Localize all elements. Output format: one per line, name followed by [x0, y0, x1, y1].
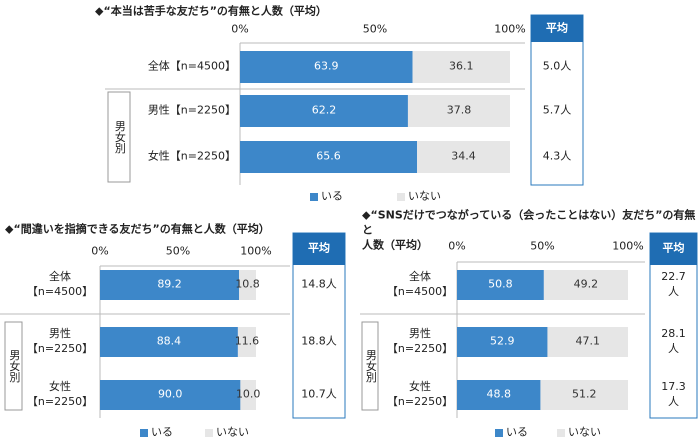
value-label: 48.8	[486, 387, 511, 401]
bar-segment	[407, 95, 510, 127]
bar-segment	[457, 270, 544, 300]
value-label: 62.2	[311, 103, 337, 117]
value-label: 50.8	[488, 277, 513, 291]
average-value: 5.7人	[542, 103, 572, 117]
category-label: 男性 【n=2250】	[26, 327, 94, 355]
value-label: 10.8	[235, 277, 260, 291]
x-tick-label: 50%	[362, 22, 388, 36]
category-label: 男性 【n=2250】	[386, 327, 454, 355]
legend-label: いない	[216, 425, 249, 439]
chart-title: ◆“SNSだけでつながっている（会ったことはない）友だち”の有無と 人数（平均）	[362, 208, 696, 252]
legend-swatch	[495, 429, 503, 437]
average-header: 平均	[308, 241, 330, 255]
value-label: 34.4	[451, 149, 476, 163]
bar-segment	[100, 380, 241, 410]
legend-swatch	[205, 429, 213, 437]
bar-segment	[239, 270, 256, 300]
x-tick-label: 0%	[448, 239, 466, 253]
bar-segment	[240, 51, 413, 83]
bar-segment	[240, 141, 418, 173]
x-tick-label: 100%	[612, 239, 644, 253]
value-label: 52.9	[489, 334, 515, 348]
legend-label: いない	[408, 189, 441, 203]
bar-segment	[237, 327, 256, 357]
average-header-bg	[650, 233, 697, 265]
legend-swatch	[140, 429, 148, 437]
x-tick-label: 100%	[240, 244, 272, 258]
bar-segment	[540, 380, 628, 410]
average-value: 4.3人	[542, 149, 572, 163]
value-label: 65.6	[316, 149, 341, 163]
legend-label: いる	[321, 189, 343, 203]
group-label: 男女別	[7, 349, 21, 383]
x-tick-label: 100%	[494, 22, 526, 36]
average-value: 10.7人	[301, 387, 337, 401]
value-label: 47.1	[575, 334, 600, 348]
group-box	[4, 321, 23, 411]
category-label: 全体 【n=4500】	[386, 270, 454, 298]
bar-segment	[457, 327, 548, 357]
bar-segment	[100, 327, 238, 357]
category-label: 男性【n=2250】	[147, 103, 236, 117]
value-label: 37.8	[446, 103, 472, 117]
average-value: 28.1人	[661, 327, 686, 355]
legend-swatch	[310, 193, 318, 201]
average-value: 14.8人	[301, 277, 337, 291]
value-label: 49.2	[573, 277, 599, 291]
bar-segment	[417, 141, 510, 173]
value-label: 90.0	[157, 387, 183, 401]
group-box	[361, 321, 379, 411]
legend-label: いる	[151, 425, 173, 439]
bar-segment	[543, 270, 628, 300]
average-value: 5.0人	[542, 59, 572, 73]
category-label: 女性 【n=2250】	[386, 380, 454, 408]
bar-segment	[547, 327, 628, 357]
average-header: 平均	[662, 241, 685, 255]
value-label: 36.1	[449, 59, 474, 73]
legend-label: いない	[568, 425, 601, 439]
bar-segment	[240, 95, 408, 127]
legend-label: いる	[506, 425, 528, 439]
category-label: 全体【n=4500】	[147, 59, 236, 73]
value-label: 10.0	[235, 387, 261, 401]
group-label: 男女別	[364, 349, 378, 383]
bar-segment	[240, 380, 256, 410]
legend-swatch	[397, 193, 405, 201]
average-value: 17.3人	[661, 380, 686, 408]
average-header-bg	[531, 15, 583, 42]
bar-segment	[100, 270, 240, 300]
average-value: 18.8人	[301, 334, 337, 348]
x-tick-label: 50%	[530, 239, 555, 253]
x-tick-label: 0%	[91, 244, 109, 258]
value-label: 11.6	[234, 334, 260, 348]
x-tick-label: 0%	[231, 22, 249, 36]
value-label: 89.2	[157, 277, 182, 291]
chart-title: ◆“間違いを指摘できる友だち”の有無と人数（平均）	[5, 222, 270, 236]
value-label: 63.9	[314, 59, 339, 73]
average-box	[530, 14, 584, 186]
bar-segment	[412, 51, 510, 83]
average-header-bg	[293, 233, 345, 265]
legend-swatch	[557, 429, 565, 437]
x-tick-label: 50%	[165, 244, 191, 258]
group-label: 男女別	[113, 120, 127, 154]
value-label: 88.4	[156, 334, 182, 348]
group-box	[107, 91, 131, 183]
chart-title: ◆“本当は苦手な友だち”の有無と人数（平均）	[95, 4, 327, 18]
average-value: 22.7人	[661, 270, 686, 298]
category-label: 全体 【n=4500】	[26, 270, 94, 298]
value-label: 51.2	[571, 387, 597, 401]
category-label: 女性 【n=2250】	[26, 380, 94, 408]
average-header: 平均	[546, 21, 568, 35]
bar-segment	[457, 380, 541, 410]
category-label: 女性【n=2250】	[147, 149, 236, 163]
